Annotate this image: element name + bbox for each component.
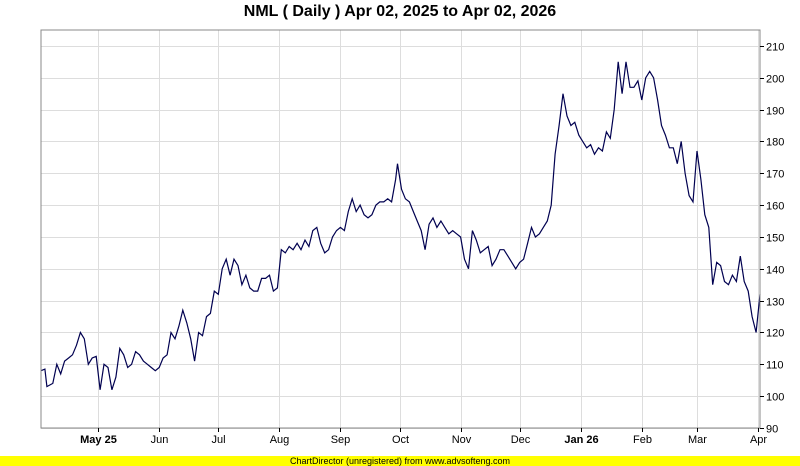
y-tick-label: 200 <box>766 74 784 86</box>
x-tick-label: Dec <box>511 434 531 446</box>
y-tick-label: 210 <box>766 42 784 54</box>
x-tick-label: Aug <box>270 434 290 446</box>
y-tick-label: 150 <box>766 233 784 245</box>
x-tick-label: Jul <box>211 434 225 446</box>
x-tick-label: Jun <box>151 434 169 446</box>
y-tick-label: 170 <box>766 169 784 181</box>
y-tick-label: 190 <box>766 106 784 118</box>
x-axis: May 25 Jun Jul Aug Sep Oct Nov Dec Jan 26 Feb Mar A… <box>80 428 767 446</box>
x-tick-label: Nov <box>452 434 472 446</box>
x-tick-label: May 25 <box>80 434 117 446</box>
chart-title: NML ( Daily ) Apr 02, 2025 to Apr 02, 20… <box>243 3 557 20</box>
y-tick-label: 130 <box>766 297 784 309</box>
x-tick-label: Mar <box>688 434 707 446</box>
y-axis: 90 100 110 120 130 140 150 160 170 180 190 200 210 <box>760 42 784 436</box>
price-line <box>40 61 761 390</box>
y-tick-label: 90 <box>766 424 778 436</box>
x-tick-label: Apr <box>750 434 767 446</box>
y-tick-label: 180 <box>766 137 784 149</box>
y-tick-label: 160 <box>766 201 784 213</box>
x-tick-label: Oct <box>392 434 409 446</box>
x-tick-label: Jan 26 <box>564 434 598 446</box>
y-tick-label: 110 <box>766 360 784 372</box>
y-tick-label: 120 <box>766 328 784 340</box>
x-tick-label: Sep <box>331 434 351 446</box>
footer-banner: ChartDirector (unregistered) from www.ad… <box>0 456 800 466</box>
x-tick-label: Feb <box>633 434 652 446</box>
y-tick-label: 140 <box>766 265 784 277</box>
y-tick-label: 100 <box>766 392 784 404</box>
